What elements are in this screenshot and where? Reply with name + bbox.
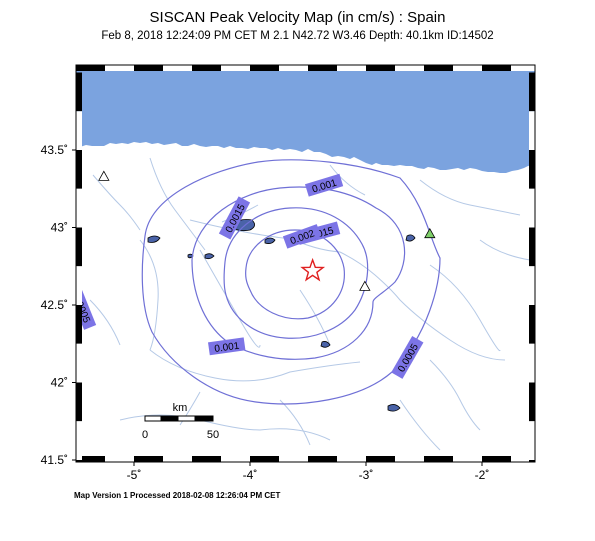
frame-bar-top <box>395 65 424 71</box>
frame-bar-bottom <box>279 456 308 462</box>
frame-bar-right <box>529 227 535 267</box>
map-frame <box>76 65 535 462</box>
longitude-axis: -5˚ -4˚ -3˚ -2˚ <box>127 462 490 482</box>
scale-start-label: 0 <box>142 429 148 441</box>
contour-label-box <box>218 196 251 240</box>
station-2-triangle-icon[interactable] <box>359 280 371 291</box>
frame-bar-top <box>424 65 453 71</box>
frame-bar-top <box>482 65 511 71</box>
frame-bar-bottom <box>250 456 279 462</box>
frame-bar-right <box>529 382 535 422</box>
frame-bar-bottom <box>424 456 453 462</box>
frame-bar-top <box>163 65 192 71</box>
frame-bar-left <box>76 111 82 150</box>
contour-label-box <box>76 286 97 330</box>
lat-tick-label: 43˚ <box>51 221 68 235</box>
contour-label-box <box>282 224 322 249</box>
lat-tick-label: 42˚ <box>51 376 68 390</box>
frame-bar-top <box>192 65 221 71</box>
scale-end-label: 50 <box>207 429 219 441</box>
frame-bar-right <box>529 305 535 344</box>
scale-unit: km <box>173 402 188 414</box>
frame-bar-left <box>76 421 82 460</box>
contour-label-box <box>391 336 424 379</box>
frame-bar-top <box>76 65 105 71</box>
contour-0.0015 <box>223 207 369 339</box>
lat-tick-label: 41.5˚ <box>41 453 68 467</box>
frame-bar-bottom <box>453 456 482 462</box>
frame-bar-right <box>529 460 535 462</box>
frame-bar-left <box>76 305 82 344</box>
frame-bar-top <box>337 65 366 71</box>
frame-bar-bottom <box>482 456 511 462</box>
frame-bar-left <box>76 227 82 267</box>
frame-bar-top <box>308 65 337 71</box>
frame-bar-right <box>529 150 535 189</box>
stations <box>98 170 436 291</box>
contour-label-value: 0.001 <box>214 341 241 355</box>
frame-bar-top <box>105 65 134 71</box>
frame-bar-top <box>250 65 279 71</box>
lon-tick-label: -4˚ <box>243 468 258 482</box>
frame-bar-right <box>529 111 535 150</box>
contour-label: 0.001 <box>208 337 246 356</box>
frame-bar-bottom <box>511 456 535 462</box>
sea-area <box>76 65 535 173</box>
frame-bar-top <box>366 65 395 71</box>
frame-bar-left <box>76 266 82 305</box>
contour-label-box <box>304 173 344 197</box>
frame-bar-right <box>529 421 535 460</box>
lon-tick-label: -3˚ <box>359 468 374 482</box>
frame-bar-right <box>529 188 535 228</box>
frame-bar-left <box>76 188 82 228</box>
frame-bar-top <box>221 65 250 71</box>
lon-tick-label: -2˚ <box>475 468 490 482</box>
map-subtitle: Feb 8, 2018 12:24:09 PM CET M 2.1 N42.72… <box>101 30 494 42</box>
contour-0.002 <box>245 229 345 320</box>
frame-bar-right <box>529 343 535 383</box>
station-3-triangle-icon[interactable] <box>424 227 436 239</box>
frame-bar-bottom <box>337 456 366 462</box>
latitude-axis: 43.5˚ 43˚ 42.5˚ 42˚ 41.5˚ <box>41 143 76 467</box>
frame-bar-top <box>134 65 163 71</box>
map-title: SISCAN Peak Velocity Map (in cm/s) : Spa… <box>149 9 446 26</box>
frame-bar-bottom <box>366 456 395 462</box>
frame-bar-right <box>529 266 535 305</box>
frame-bar-top <box>453 65 482 71</box>
map-border <box>75 64 536 463</box>
frame-bar-left <box>76 460 82 462</box>
frame-bar-top <box>511 65 535 71</box>
epicenter-star-icon[interactable] <box>300 257 326 282</box>
scale-bar: km 0 50 <box>142 402 219 441</box>
lat-tick-label: 43.5˚ <box>41 143 68 157</box>
frame-bar-top <box>279 65 308 71</box>
contour-label-box <box>208 337 246 356</box>
frame-bar-bottom <box>192 456 221 462</box>
frame-bar-bottom <box>134 456 163 462</box>
frame-bar-bottom <box>395 456 424 462</box>
frame-bar-left <box>76 150 82 189</box>
frame-bar-bottom <box>221 456 250 462</box>
frame-bar-left <box>76 382 82 422</box>
station-1-triangle-icon[interactable] <box>98 170 110 181</box>
lat-tick-label: 42.5˚ <box>41 298 68 312</box>
frame-bar-left <box>76 343 82 383</box>
frame-bar-bottom <box>105 456 134 462</box>
lon-tick-label: -5˚ <box>127 468 142 482</box>
frame-bar-left <box>76 72 82 112</box>
contour-0.0005 <box>141 159 441 405</box>
frame-bar-right <box>529 72 535 112</box>
footer-processed-note: Map Version 1 Processed 2018-02-08 12:26… <box>74 491 281 500</box>
frame-bar-bottom <box>76 456 105 462</box>
epicenter-star <box>300 257 326 282</box>
frame-bar-bottom <box>308 456 337 462</box>
frame-bar-bottom <box>163 456 192 462</box>
